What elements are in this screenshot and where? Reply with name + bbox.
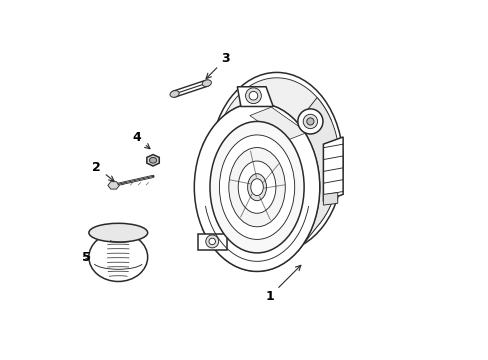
Polygon shape — [203, 78, 330, 145]
Text: 3: 3 — [205, 52, 230, 78]
Ellipse shape — [238, 161, 275, 213]
Ellipse shape — [250, 179, 263, 195]
Polygon shape — [297, 98, 339, 252]
Ellipse shape — [303, 114, 317, 129]
Polygon shape — [146, 154, 159, 166]
Text: 5: 5 — [81, 251, 90, 264]
Ellipse shape — [228, 148, 285, 227]
Polygon shape — [323, 193, 337, 205]
Ellipse shape — [210, 72, 343, 252]
Polygon shape — [198, 234, 226, 250]
Text: 1: 1 — [264, 265, 300, 303]
Ellipse shape — [297, 109, 322, 134]
Ellipse shape — [202, 80, 211, 86]
Ellipse shape — [208, 238, 215, 245]
Polygon shape — [237, 87, 273, 107]
Ellipse shape — [89, 233, 147, 282]
Ellipse shape — [306, 118, 313, 125]
Ellipse shape — [89, 223, 147, 242]
Polygon shape — [249, 107, 306, 141]
Polygon shape — [323, 137, 343, 202]
Ellipse shape — [205, 235, 218, 248]
Ellipse shape — [247, 174, 266, 201]
Ellipse shape — [209, 121, 304, 253]
Ellipse shape — [245, 88, 261, 104]
Polygon shape — [108, 182, 119, 189]
Polygon shape — [203, 204, 330, 271]
Ellipse shape — [194, 103, 319, 271]
Text: 2: 2 — [92, 161, 114, 181]
Text: 4: 4 — [132, 131, 150, 149]
Ellipse shape — [219, 135, 294, 239]
Ellipse shape — [149, 157, 156, 163]
Ellipse shape — [249, 91, 257, 100]
Ellipse shape — [170, 91, 179, 97]
